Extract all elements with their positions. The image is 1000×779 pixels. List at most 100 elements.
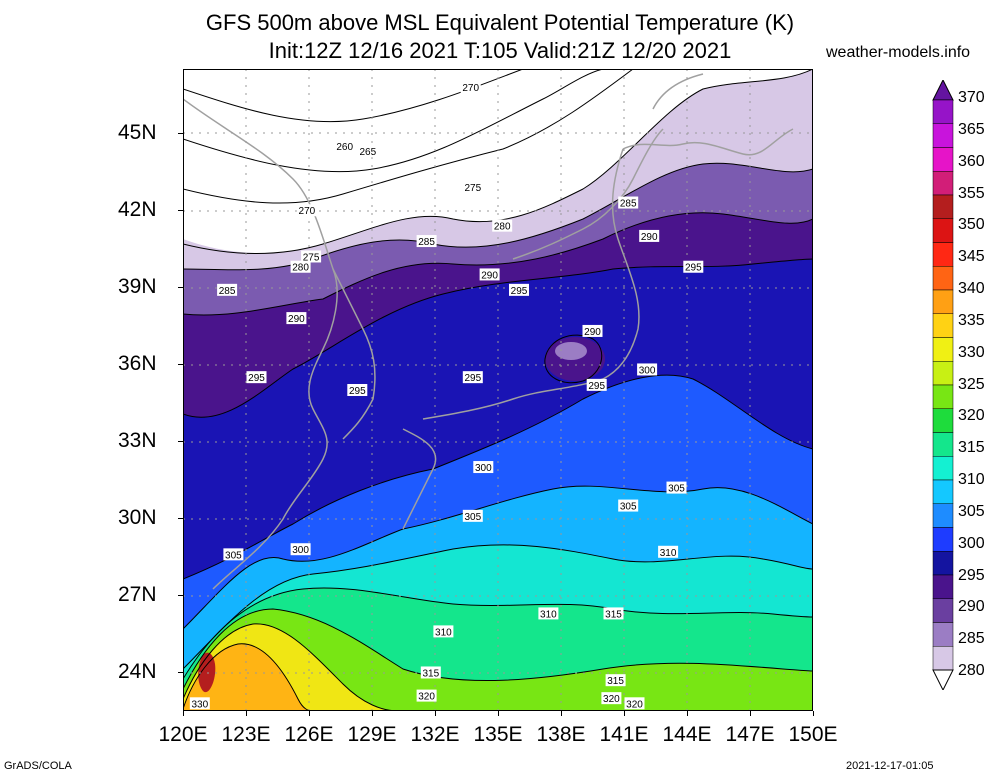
lon-label: 150E [788,723,838,746]
cold-pocket-honshu-inner [555,342,587,360]
contour-label: 295 [246,371,267,384]
lon-tick [624,711,625,716]
colorbar-level-label: 290 [958,598,985,616]
contour-label: 295 [462,371,483,384]
colorbar-swatch [932,598,954,623]
colorbar-swatch [932,242,954,267]
lon-label: 129E [347,723,397,746]
colorbar-swatch [932,432,954,457]
contour-label-text: 285 [219,286,236,297]
colorbar-swatch [932,313,954,338]
contour-label-text: 300 [475,463,492,474]
colorbar-swatch [932,551,954,576]
lon-tick [435,711,436,716]
contour-label: 300 [637,363,658,376]
colorbar-swatch [932,337,954,362]
contour-label-text: 290 [481,270,498,281]
contour-label: 265 [357,145,378,158]
contour-label-text: 260 [336,142,353,153]
contour-label: 275 [462,181,483,194]
contour-label: 290 [479,268,500,281]
contour-label: 320 [416,689,437,703]
colorbar-swatch [932,194,954,219]
contour-label-text: 300 [292,545,309,556]
lon-label: 147E [725,723,775,746]
lat-label: 33N [118,429,157,453]
contour-label-text: 280 [292,263,309,274]
contour-label-text: 290 [288,314,305,325]
contour-label-text: 315 [607,676,624,687]
lat-label: 36N [118,352,157,376]
contour-label-text: 285 [620,199,637,210]
colorbar-swatch [932,456,954,481]
colorbar-level-label: 310 [958,471,985,488]
colorbar-level-label: 340 [958,280,985,297]
contour-label-text: 295 [248,373,265,384]
colorbar-swatch [932,361,954,386]
colorbar-level-label: 345 [958,248,985,266]
contour-label-text: 320 [603,694,620,705]
colorbar-swatch [932,147,954,172]
lon-tick [561,711,562,716]
contour-label: 290 [582,324,603,338]
contour-label-text: 265 [359,147,376,158]
site-credit: weather-models.info [826,44,971,61]
contour-label: 275 [301,250,322,263]
contour-label-text: 270 [462,83,479,94]
colorbar-min-arrow [932,669,954,690]
lat-tick [178,133,183,135]
contour-label: 305 [462,509,483,523]
lat-tick [178,518,183,520]
contour-label: 305 [223,548,244,561]
lon-label: 138E [536,723,586,746]
lat-tick [178,210,183,212]
lon-tick [813,711,814,716]
contour-label: 320 [624,697,645,710]
lon-tick [498,711,499,716]
colorbar-level-label: 350 [958,216,985,234]
lon-tick [687,711,688,716]
contour-label-text: 285 [418,237,435,248]
colorbar-swatch [932,574,954,599]
lon-label: 126E [284,723,334,746]
colorbar-swatch [932,218,954,243]
colorbar-level-label: 315 [958,439,985,457]
contour-label-text: 310 [660,548,677,559]
lat-label: 39N [118,275,157,299]
contour-label-text: 290 [584,327,601,338]
colorbar-level-label: 320 [958,407,985,425]
contour-label: 290 [286,312,307,325]
lat-label: 24N [118,660,157,684]
contour-label: 285 [217,283,238,297]
colorbar-swatch [932,384,954,409]
contour-label-text: 300 [639,365,656,376]
lon-tick [309,711,310,716]
contour-label: 280 [290,260,311,274]
contour-label: 300 [473,461,494,474]
lon-label: 123E [221,723,271,746]
contour-label-text: 305 [620,502,637,513]
contour-label-text: 295 [511,286,528,297]
contour-label-text: 295 [588,381,605,392]
contour-label-text: 315 [422,668,439,679]
colorbar-swatch [932,99,954,124]
colorbar [932,80,954,690]
contour-label-text: 275 [303,252,320,263]
contour-label-text: 295 [349,386,366,397]
colorbar-level-label: 370 [958,89,985,106]
band-330 [183,643,313,711]
contour-label-text: 275 [464,183,481,194]
footer-timestamp: 2021-12-17-01:05 [846,760,934,772]
colorbar-swatch [932,408,954,433]
colorbar-swatch [932,266,954,291]
contour-label-text: 270 [299,206,316,217]
contour-label: 320 [601,692,622,705]
map-title: GFS 500m above MSL Equivalent Potential … [205,10,795,35]
contour-label-text: 305 [225,550,242,561]
contour-label: 285 [416,235,437,248]
contour-label: 315 [420,666,441,679]
contour-label: 285 [618,196,639,210]
lat-tick [178,672,183,674]
colorbar-level-label: 300 [958,534,985,552]
